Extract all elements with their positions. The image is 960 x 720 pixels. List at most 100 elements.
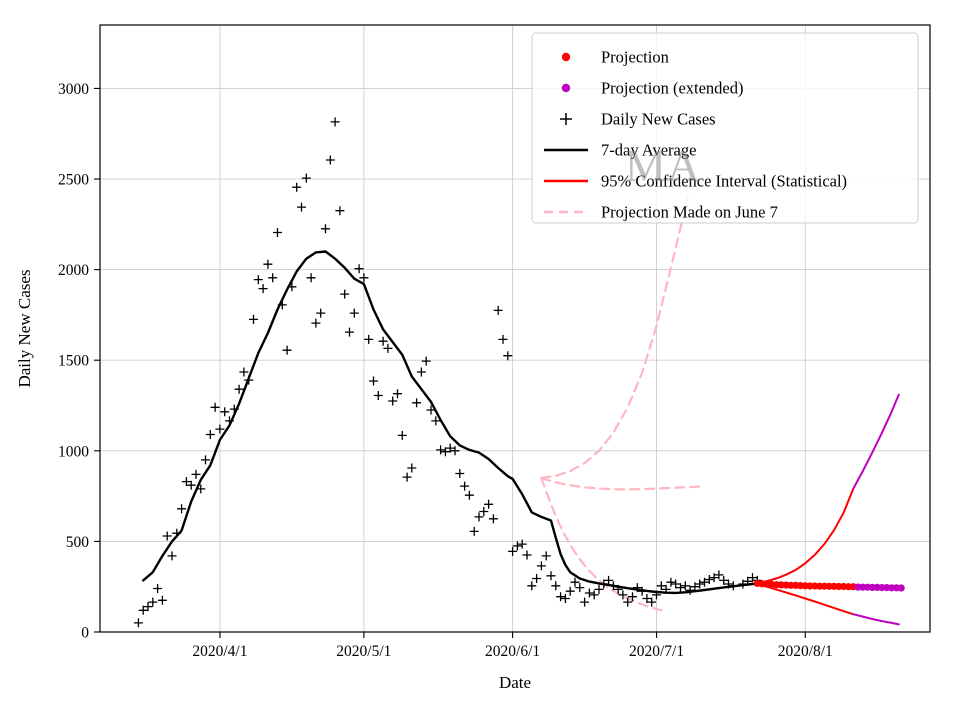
y-tick-label: 2000 (58, 262, 89, 279)
marker-plus-daily-new-cases (340, 289, 350, 299)
y-tick-label: 1000 (58, 443, 89, 460)
marker-plus-daily-new-cases (584, 588, 594, 598)
marker-plus-daily-new-cases (493, 305, 503, 315)
marker-plus-daily-new-cases (210, 402, 220, 412)
marker-plus-daily-new-cases (479, 507, 489, 516)
marker-plus-daily-new-cases (503, 351, 513, 361)
legend-label: Projection Made on June 7 (601, 203, 778, 222)
marker-plus-daily-new-cases (273, 228, 282, 237)
legend-marker-dot (561, 52, 571, 62)
marker-plus-daily-new-cases (623, 597, 633, 607)
marker-plus-daily-new-cases (714, 570, 724, 580)
watermark: MA (625, 140, 701, 191)
legend-label: Projection (extended) (601, 79, 744, 98)
marker-plus-daily-new-cases (421, 356, 431, 366)
marker-plus-daily-new-cases (685, 585, 695, 595)
marker-plus-daily-new-cases (306, 273, 316, 283)
series-ci-lower (756, 582, 855, 616)
marker-plus-daily-new-cases (484, 499, 494, 509)
marker-plus-daily-new-cases (292, 182, 302, 192)
series-ci-upper-extended (852, 393, 900, 490)
x-tick-label: 2020/5/1 (336, 643, 391, 660)
marker-plus-daily-new-cases (205, 430, 215, 439)
marker-plus-daily-new-cases (560, 594, 570, 603)
marker-plus-daily-new-cases (153, 584, 163, 593)
marker-plus-daily-new-cases (316, 308, 326, 318)
marker-plus-daily-new-cases (738, 579, 748, 589)
x-tick-label: 2020/7/1 (629, 643, 684, 660)
marker-plus-daily-new-cases (551, 581, 561, 591)
marker-plus-daily-new-cases (325, 155, 335, 165)
marker-plus-daily-new-cases (527, 581, 537, 591)
marker-plus-daily-new-cases (369, 376, 378, 386)
marker-plus-daily-new-cases (287, 282, 297, 292)
marker-plus-daily-new-cases (167, 551, 177, 561)
marker-plus-daily-new-cases (431, 416, 441, 426)
marker-plus-daily-new-cases (498, 334, 508, 344)
marker-plus-daily-new-cases (508, 546, 518, 556)
marker-plus-daily-new-cases (177, 504, 187, 514)
marker-plus-daily-new-cases (225, 416, 234, 426)
marker-plus-daily-new-cases (426, 405, 436, 415)
legend-label: 95% Confidence Interval (Statistical) (601, 172, 847, 191)
marker-plus-daily-new-cases (229, 404, 239, 414)
marker-plus-daily-new-cases (277, 300, 287, 310)
marker-plus-daily-new-cases (378, 336, 388, 346)
marker-plus-daily-new-cases (575, 583, 585, 593)
marker-plus-daily-new-cases (700, 577, 709, 587)
marker-plus-daily-new-cases (748, 573, 757, 583)
legend-label: Daily New Cases (601, 110, 716, 129)
marker-plus-daily-new-cases (263, 259, 273, 269)
marker-plus-daily-new-cases (541, 551, 551, 561)
marker-plus-daily-new-cases (728, 581, 738, 591)
marker-plus-daily-new-cases (244, 375, 254, 385)
marker-plus-daily-new-cases (138, 605, 148, 615)
marker-plus-daily-new-cases (436, 445, 446, 455)
marker-plus-daily-new-cases (402, 472, 412, 482)
marker-plus-daily-new-cases (460, 481, 470, 491)
marker-plus-daily-new-cases (599, 579, 609, 589)
marker-plus-daily-new-cases (330, 117, 340, 127)
marker-plus-daily-new-cases (364, 334, 374, 344)
marker-plus-daily-new-cases (253, 275, 263, 285)
marker-plus-daily-new-cases (239, 367, 249, 377)
x-tick-label: 2020/6/1 (485, 643, 540, 660)
plot-border (99, 24, 931, 633)
x-tick-label: 2020/4/1 (192, 643, 247, 660)
marker-plus-daily-new-cases (373, 391, 383, 400)
marker-plus-daily-new-cases (546, 571, 556, 581)
marker-plus-daily-new-cases (412, 398, 422, 408)
marker-plus-daily-new-cases (148, 597, 158, 607)
legend-marker-plus (560, 113, 572, 125)
marker-plus-daily-new-cases (594, 584, 604, 594)
marker-plus-daily-new-cases (642, 594, 652, 603)
legend-marker-dot (561, 83, 571, 93)
marker-plus-daily-new-cases (311, 318, 321, 328)
marker-plus-daily-new-cases (613, 584, 623, 594)
marker-plus-daily-new-cases (162, 531, 172, 541)
marker-plus-daily-new-cases (671, 579, 681, 589)
marker-plus-daily-new-cases (407, 463, 417, 473)
series-ci-lower-extended (852, 613, 900, 626)
marker-plus-daily-new-cases (709, 573, 719, 583)
marker-plus-daily-new-cases (258, 284, 268, 294)
marker-plus-daily-new-cases (680, 581, 690, 591)
marker-plus-daily-new-cases (589, 590, 599, 600)
marker-plus-daily-new-cases (416, 367, 426, 377)
y-tick-label: 2500 (58, 172, 89, 189)
marker-plus-daily-new-cases (512, 541, 522, 551)
marker-plus-daily-new-cases (220, 407, 230, 417)
marker-dot-projection-extended (897, 584, 905, 592)
marker-plus-daily-new-cases (580, 597, 590, 607)
marker-plus-daily-new-cases (690, 582, 700, 592)
marker-plus-daily-new-cases (719, 575, 729, 585)
marker-plus-daily-new-cases (440, 447, 450, 457)
marker-plus-daily-new-cases (556, 592, 566, 602)
marker-plus-daily-new-cases (335, 206, 345, 216)
marker-plus-daily-new-cases (186, 480, 196, 490)
marker-plus-daily-new-cases (628, 592, 637, 602)
marker-plus-daily-new-cases (743, 576, 753, 586)
marker-plus-daily-new-cases (652, 590, 661, 600)
marker-plus-daily-new-cases (383, 343, 393, 353)
